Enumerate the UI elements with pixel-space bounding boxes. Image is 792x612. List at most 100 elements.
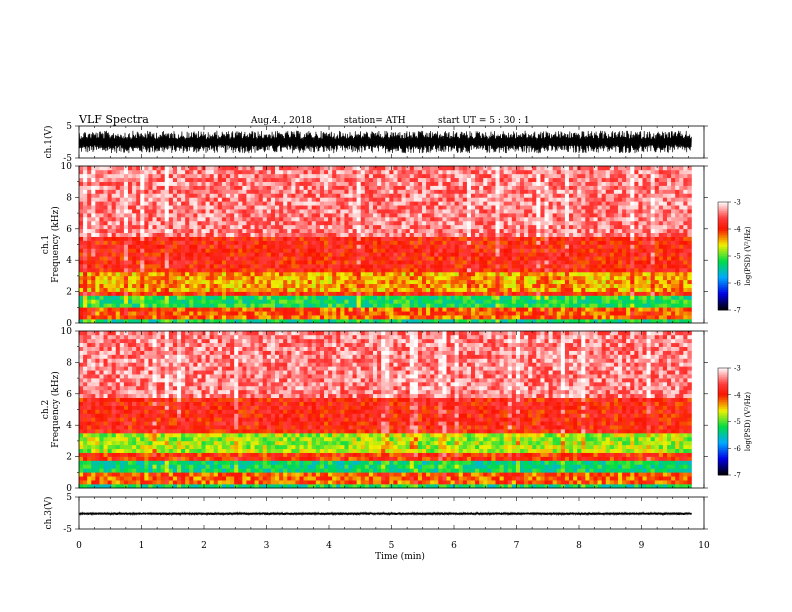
spectrogram-cell (140, 248, 145, 253)
spectrogram-cell (209, 275, 215, 281)
spectrogram-cell (352, 181, 357, 186)
spectrogram-cell (307, 256, 313, 261)
spectrogram-cell (181, 181, 186, 186)
spectrogram-cell (454, 311, 460, 316)
spectrogram-cell (156, 295, 161, 300)
spectrogram-cell (446, 181, 451, 186)
spectrogram-cell (87, 240, 92, 245)
spectrogram-cell (430, 228, 435, 234)
spectrogram-cell (107, 248, 112, 253)
spectrogram-cell (430, 209, 435, 214)
spectrogram-cell (107, 201, 112, 206)
spectrogram-cell (413, 279, 419, 285)
spectrogram-cell (238, 173, 243, 179)
spectrogram-cell (524, 185, 529, 190)
spectrogram-cell (283, 319, 288, 324)
spectrogram-cell (458, 177, 464, 182)
spectrogram-cell (83, 213, 88, 218)
spectrogram-cell (434, 256, 439, 261)
spectrogram-cell (487, 303, 492, 308)
spectrogram-cell (123, 220, 129, 226)
spectrogram-cell (83, 248, 88, 253)
spectrogram-cell (401, 209, 406, 214)
spectrogram-cell (422, 197, 427, 202)
spectrogram-cell (458, 209, 464, 214)
spectrogram-cell (360, 201, 366, 206)
spectrogram-cell (450, 169, 455, 175)
spectrogram-cell (446, 256, 451, 261)
spectrogram-cell (87, 307, 92, 312)
spectrogram-cell (181, 228, 186, 234)
spectrogram-cell (250, 287, 255, 292)
spectrogram-cell (528, 268, 533, 273)
spectrogram-cell (119, 240, 125, 245)
spectrogram-cell (209, 271, 215, 277)
spectrogram-cell (303, 287, 308, 292)
spectrogram-cell (234, 264, 239, 269)
spectrogram-cell (442, 299, 447, 304)
spectrogram-cell (491, 268, 496, 273)
spectrogram-cell (491, 271, 496, 277)
spectrogram-cell (405, 295, 411, 300)
spectrogram-cell (446, 248, 451, 253)
spectrogram-cell (336, 248, 341, 253)
spectrogram-cell (168, 177, 174, 182)
spectrogram-cell (573, 240, 578, 245)
spectrogram-cell (136, 291, 141, 296)
spectrogram-cell (91, 248, 96, 253)
spectrogram-cell (221, 189, 227, 194)
spectrogram-cell (283, 299, 288, 304)
spectrogram-cell (87, 319, 92, 324)
spectrogram-cell (556, 244, 562, 249)
spectrogram-cell (413, 319, 419, 324)
spectrogram-cell (99, 240, 104, 245)
spectrogram-cell (409, 311, 415, 316)
spectrogram-cell (336, 291, 341, 296)
y-axis-label: ch.1(V) (43, 126, 54, 159)
spectrogram-cell (332, 213, 337, 218)
spectrogram-cell (193, 228, 198, 234)
spectrogram-cell (315, 193, 321, 198)
spectrogram-cell (283, 264, 288, 269)
spectrogram-cell (103, 209, 108, 214)
spectrogram-cell (99, 275, 104, 281)
spectrogram-cell (385, 213, 390, 218)
spectrogram-cell (226, 224, 231, 230)
spectrogram-cell (499, 224, 504, 230)
spectrogram-cell (291, 181, 296, 186)
spectrogram-cell (164, 299, 170, 304)
spectrogram-cell (115, 248, 121, 253)
spectrogram-cell (426, 268, 431, 273)
spectrogram-cell (123, 303, 129, 308)
spectrogram-cell (524, 260, 529, 265)
spectrogram-cell (393, 224, 398, 230)
spectrogram-cell (230, 307, 235, 312)
spectrogram-cell (340, 299, 345, 304)
spectrogram-cell (217, 177, 223, 182)
spectrogram-cell (172, 307, 178, 312)
spectrogram-cell (442, 307, 447, 312)
spectrogram-cell (164, 236, 170, 241)
spectrogram-cell (471, 252, 476, 257)
spectrogram-cell (283, 291, 288, 296)
spectrogram-cell (450, 177, 455, 182)
spectrogram-cell (340, 169, 345, 175)
spectrogram-cell (503, 319, 509, 324)
spectrogram-cell (315, 291, 321, 296)
spectrogram-cell (197, 248, 202, 253)
spectrogram-cell (279, 240, 284, 245)
spectrogram-cell (270, 252, 276, 257)
spectrogram-cell (503, 311, 509, 316)
spectrogram-cell (311, 173, 317, 179)
spectrogram-cell (409, 166, 415, 171)
spectrogram-cell (87, 189, 92, 194)
spectrogram-cell (144, 271, 149, 277)
spectrogram-cell (544, 217, 549, 222)
spectrogram-cell (328, 217, 333, 222)
spectrogram-cell (507, 260, 513, 265)
spectrogram-cell (348, 169, 353, 175)
spectrogram-cell (246, 271, 251, 277)
spectrogram-cell (185, 224, 190, 230)
spectrogram-cell (111, 303, 117, 308)
spectrogram-cell (520, 299, 525, 304)
